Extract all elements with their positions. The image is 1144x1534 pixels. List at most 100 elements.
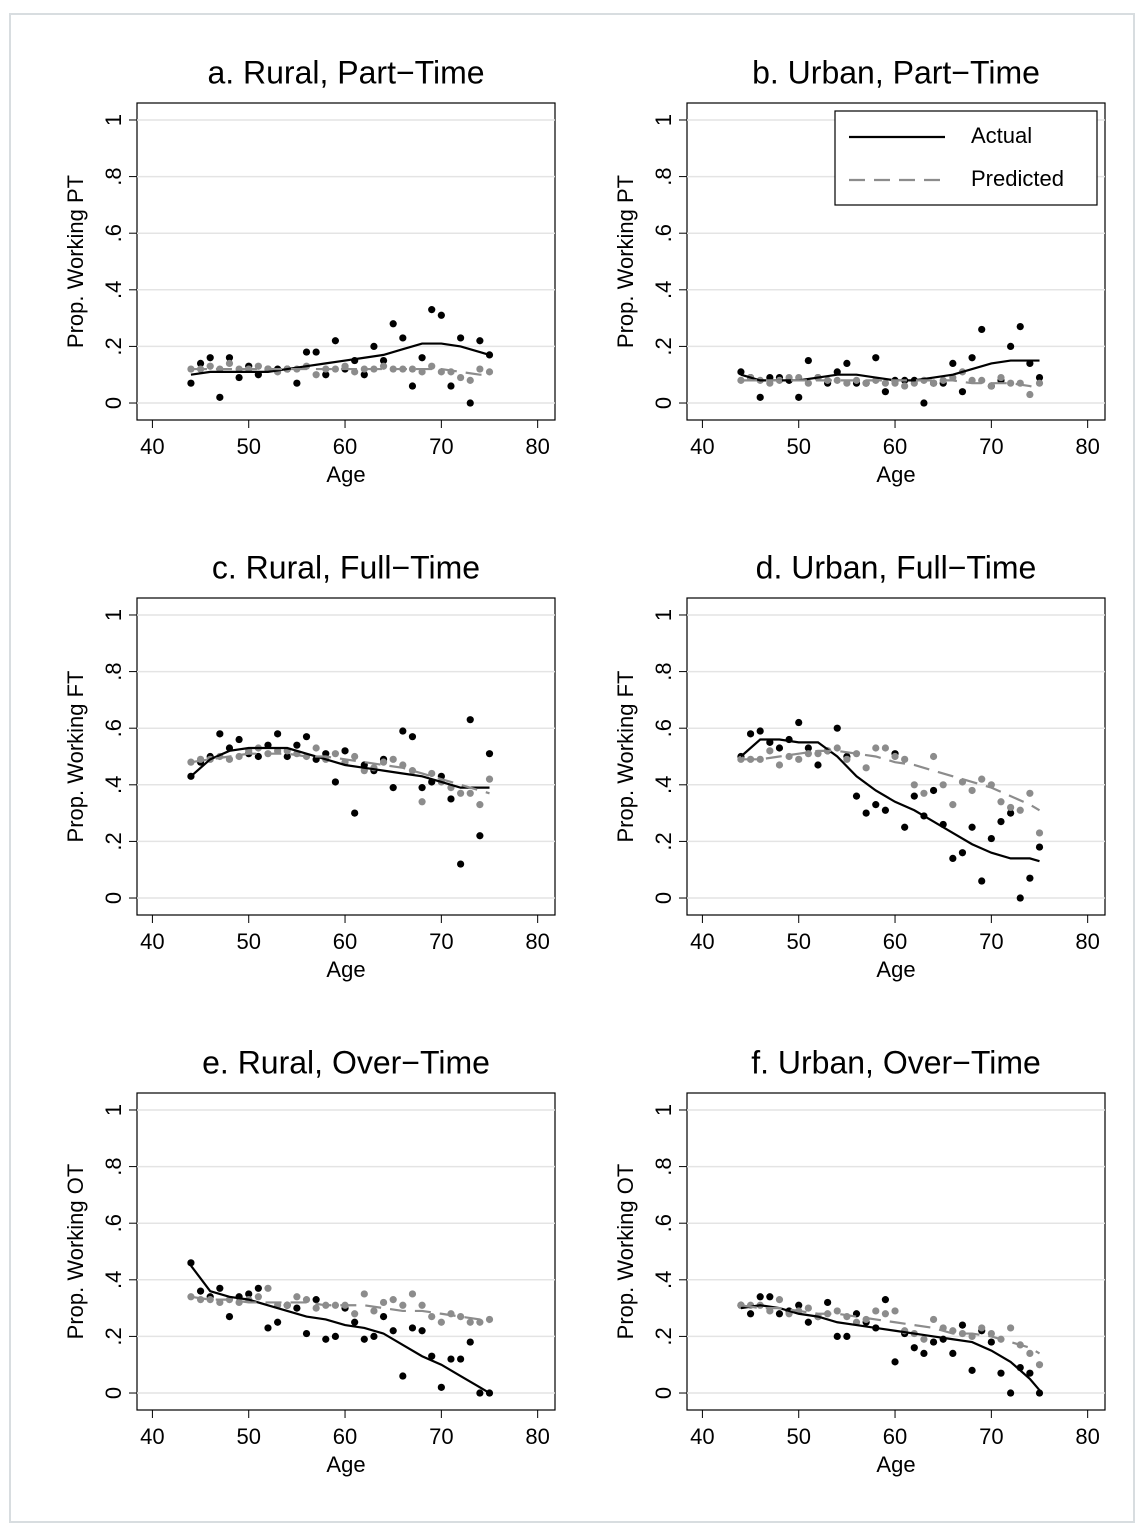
data-point (929, 1338, 938, 1346)
data-point (978, 775, 986, 783)
data-point (949, 801, 957, 809)
data-point (331, 365, 340, 373)
y-tick-label: .8 (101, 167, 126, 185)
data-point (795, 755, 803, 763)
data-point (283, 1301, 291, 1309)
x-tick-label: 50 (236, 434, 260, 459)
data-point (428, 1312, 436, 1321)
data-point (476, 1389, 484, 1397)
panel: a. Rural, Part−Time 0 .2 .4 .6 .8 1 40 50 60 70 80 A… (63, 54, 556, 487)
data-point (476, 337, 484, 345)
plot-area (686, 1092, 1106, 1411)
data-point (476, 365, 484, 373)
data-point (997, 373, 1005, 382)
y-tick-label: .6 (101, 1214, 126, 1232)
data-point (254, 752, 262, 761)
y-axis-label: Prop. Working PT (613, 175, 638, 348)
y-tick-label: .4 (651, 1271, 676, 1289)
x-axis-label: Age (326, 462, 365, 487)
data-point (852, 750, 861, 758)
data-point (997, 798, 1005, 806)
data-point (360, 371, 368, 379)
data-point (756, 727, 764, 735)
data-point (746, 1310, 755, 1318)
y-tick-label: .4 (651, 776, 676, 794)
data-point (1007, 379, 1015, 387)
data-point (920, 1349, 928, 1357)
y-axis-label: Prop. Working FT (613, 671, 638, 843)
data-point (254, 1293, 262, 1301)
data-point (775, 1310, 784, 1318)
x-tick-label: 70 (429, 929, 453, 954)
data-point (206, 1296, 214, 1304)
y-tick-label: .2 (651, 832, 676, 850)
data-point (968, 1366, 976, 1374)
x-tick-label: 80 (525, 434, 549, 459)
data-point (312, 744, 320, 752)
x-axis-label: Age (876, 957, 915, 982)
data-point (187, 758, 195, 766)
x-tick-label: 40 (690, 1424, 714, 1449)
data-point (978, 1324, 986, 1332)
x-tick-label: 50 (786, 1424, 810, 1449)
data-point (862, 809, 870, 817)
x-axis-label: Age (876, 462, 915, 487)
data-point (457, 860, 465, 868)
x-tick-label: 60 (883, 434, 907, 459)
data-point (901, 755, 909, 763)
data-point (1035, 829, 1044, 837)
data-point (187, 1259, 195, 1267)
data-point (920, 789, 928, 797)
data-point (457, 1355, 465, 1363)
panel: b. Urban, Part−Time 0 .2 .4 .6 .8 1 40 50 60 70 80 A… (613, 54, 1106, 487)
data-point (881, 1296, 890, 1304)
data-point (379, 1298, 388, 1307)
x-tick-label: 80 (1075, 1424, 1099, 1449)
data-point (485, 368, 494, 376)
x-tick-label: 60 (333, 1424, 357, 1449)
data-point (824, 1298, 832, 1307)
y-tick-label: .8 (101, 662, 126, 680)
data-point (476, 801, 484, 809)
y-tick-label: .6 (651, 1214, 676, 1232)
data-point (370, 1332, 378, 1341)
fit-line (190, 342, 490, 376)
data-point (891, 752, 899, 761)
data-point (466, 716, 474, 724)
plot-area (136, 1092, 556, 1411)
data-point (312, 348, 320, 356)
data-point (929, 752, 938, 761)
data-point (804, 356, 812, 365)
data-point (958, 1321, 967, 1329)
data-point (466, 789, 474, 797)
data-point (1026, 390, 1034, 399)
data-point (418, 1301, 426, 1309)
data-point (833, 744, 841, 752)
data-point (322, 1335, 330, 1343)
fit-line (740, 749, 1041, 812)
data-point (370, 1307, 378, 1315)
data-point (872, 744, 880, 752)
data-point (766, 1293, 774, 1301)
x-tick-label: 60 (883, 929, 907, 954)
panel-title: c. Rural, Full−Time (212, 549, 480, 585)
y-tick-label: 1 (101, 609, 126, 621)
data-point (331, 750, 340, 758)
data-point (293, 741, 301, 749)
panel: f. Urban, Over−Time 0 .2 .4 .6 .8 1 40 50 60 70 80 A… (613, 1044, 1106, 1477)
y-tick-label: .2 (101, 832, 126, 850)
data-point (399, 1301, 407, 1309)
legend-box (834, 110, 1098, 206)
fit-line (190, 746, 490, 789)
data-point (360, 1290, 368, 1298)
fit-line (190, 1264, 491, 1394)
fit-line (190, 752, 490, 795)
data-point (485, 775, 494, 783)
data-point (351, 1310, 359, 1318)
data-point (225, 354, 234, 362)
data-point (843, 1332, 851, 1341)
data-point (1016, 322, 1024, 331)
y-tick-label: .6 (651, 224, 676, 242)
data-point (881, 806, 890, 814)
panel-title: d. Urban, Full−Time (756, 549, 1037, 585)
